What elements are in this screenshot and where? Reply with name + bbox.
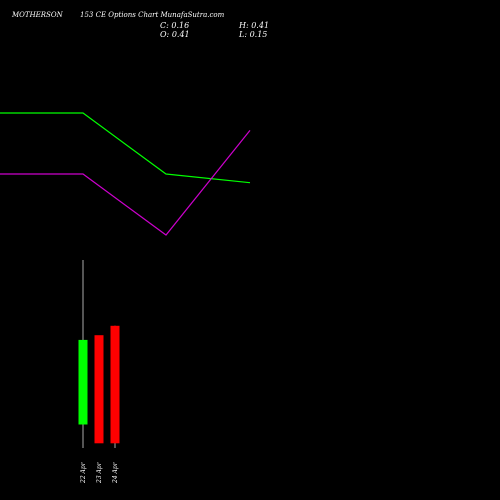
close-label: C: [160,21,169,30]
ohlc-close: C: 0.16 [160,21,189,30]
date-tick-label: 22 Apr [80,461,87,484]
low-value: 0.15 [249,30,268,39]
low-label: L: [239,30,248,39]
ohlc-low: L: 0.15 [239,30,267,39]
close-value: 0.16 [171,21,190,30]
date-tick-label: 23 Apr [96,461,103,484]
candle-body [78,339,88,425]
ohlc-open: O: 0.41 [160,30,190,39]
chart-subtitle: 153 CE Options Chart MunafaSutra.com [80,11,225,19]
candle-body [94,335,104,444]
candle-body [110,325,120,444]
high-value: 0.41 [251,21,270,30]
overlay-lines [0,112,251,236]
open-value: 0.41 [171,30,190,39]
overlay-line-1 [0,112,251,184]
ohlc-high: H: 0.41 [239,21,269,30]
date-tick-label: 24 Apr [112,461,119,484]
chart-symbol: MOTHERSON [12,11,63,19]
candles [78,260,120,448]
open-label: O: [160,30,170,39]
high-label: H: [239,21,249,30]
overlay-line-2 [0,130,251,236]
date-ticks: 22 Apr 23 Apr 24 Apr [80,461,119,484]
